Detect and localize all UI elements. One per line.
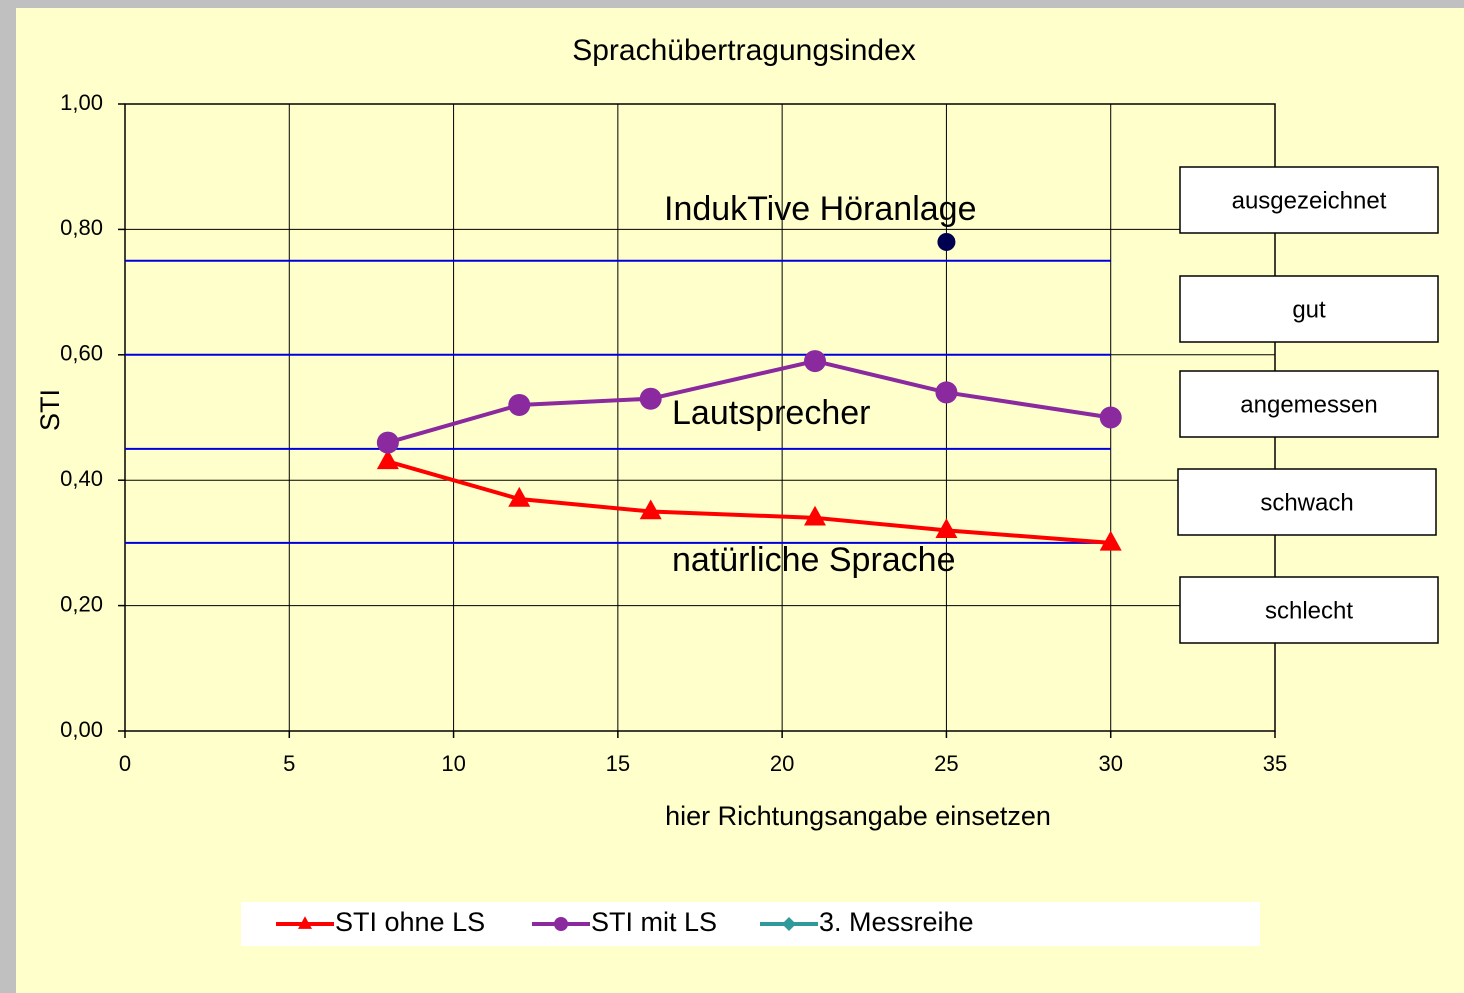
y-axis-title: STI [35,389,65,431]
series-line [387,459,1111,545]
marker [639,499,662,520]
legend-marker [554,917,568,931]
annotation: natürliche Sprache [672,541,956,579]
x-axis-title: hier Richtungsangabe einsetzen [665,801,1051,831]
marker [804,505,826,526]
x-tick-label: 20 [770,751,794,776]
y-tick-label: 0,60 [60,341,103,366]
rating-box [1179,370,1439,438]
x-tick-label: 15 [606,751,630,776]
rating-box [1179,576,1439,644]
marker [804,350,826,373]
x-tick-label: 35 [1263,751,1287,776]
rating-label: schlecht [1265,597,1353,624]
legend [241,902,1260,946]
y-tick-label: 0,20 [60,591,103,616]
marker [935,381,958,404]
x-tick-label: 5 [283,751,295,776]
y-tick-label: 0,00 [60,717,103,742]
rating-label: ausgezeichnet [1232,187,1387,214]
rating-label: gut [1292,296,1326,323]
rating-label: angemessen [1240,391,1377,418]
plot-area [125,104,1275,731]
legend-marker [782,917,796,931]
chart-title: Sprachübertragungsindex [572,34,916,67]
marker [639,387,662,410]
marker [376,449,399,470]
rating-box [1179,166,1439,234]
series-line [387,359,1112,445]
annotation: IndukTive Höranlage [664,190,976,228]
marker [508,393,531,416]
legend-label: STI mit LS [591,907,717,937]
marker [935,518,958,539]
y-tick-label: 0,40 [60,466,103,491]
x-tick-label: 10 [441,751,465,776]
legend-label: STI ohne LS [335,907,485,937]
legend-label: 3. Messreihe [819,907,974,937]
annotation: Lautsprecher [672,394,870,432]
rating-box [1179,275,1439,343]
y-tick-label: 1,00 [60,90,103,115]
rating-label: schwach [1260,489,1353,516]
rating-box [1177,468,1437,536]
marker [508,486,531,507]
point [937,232,956,251]
legend-marker [298,916,312,929]
x-tick-label: 0 [119,751,131,776]
x-tick-label: 25 [934,751,958,776]
y-tick-label: 0,80 [60,215,103,240]
x-tick-label: 30 [1098,751,1122,776]
marker [376,431,399,454]
marker [1099,406,1122,429]
marker [1099,530,1122,551]
